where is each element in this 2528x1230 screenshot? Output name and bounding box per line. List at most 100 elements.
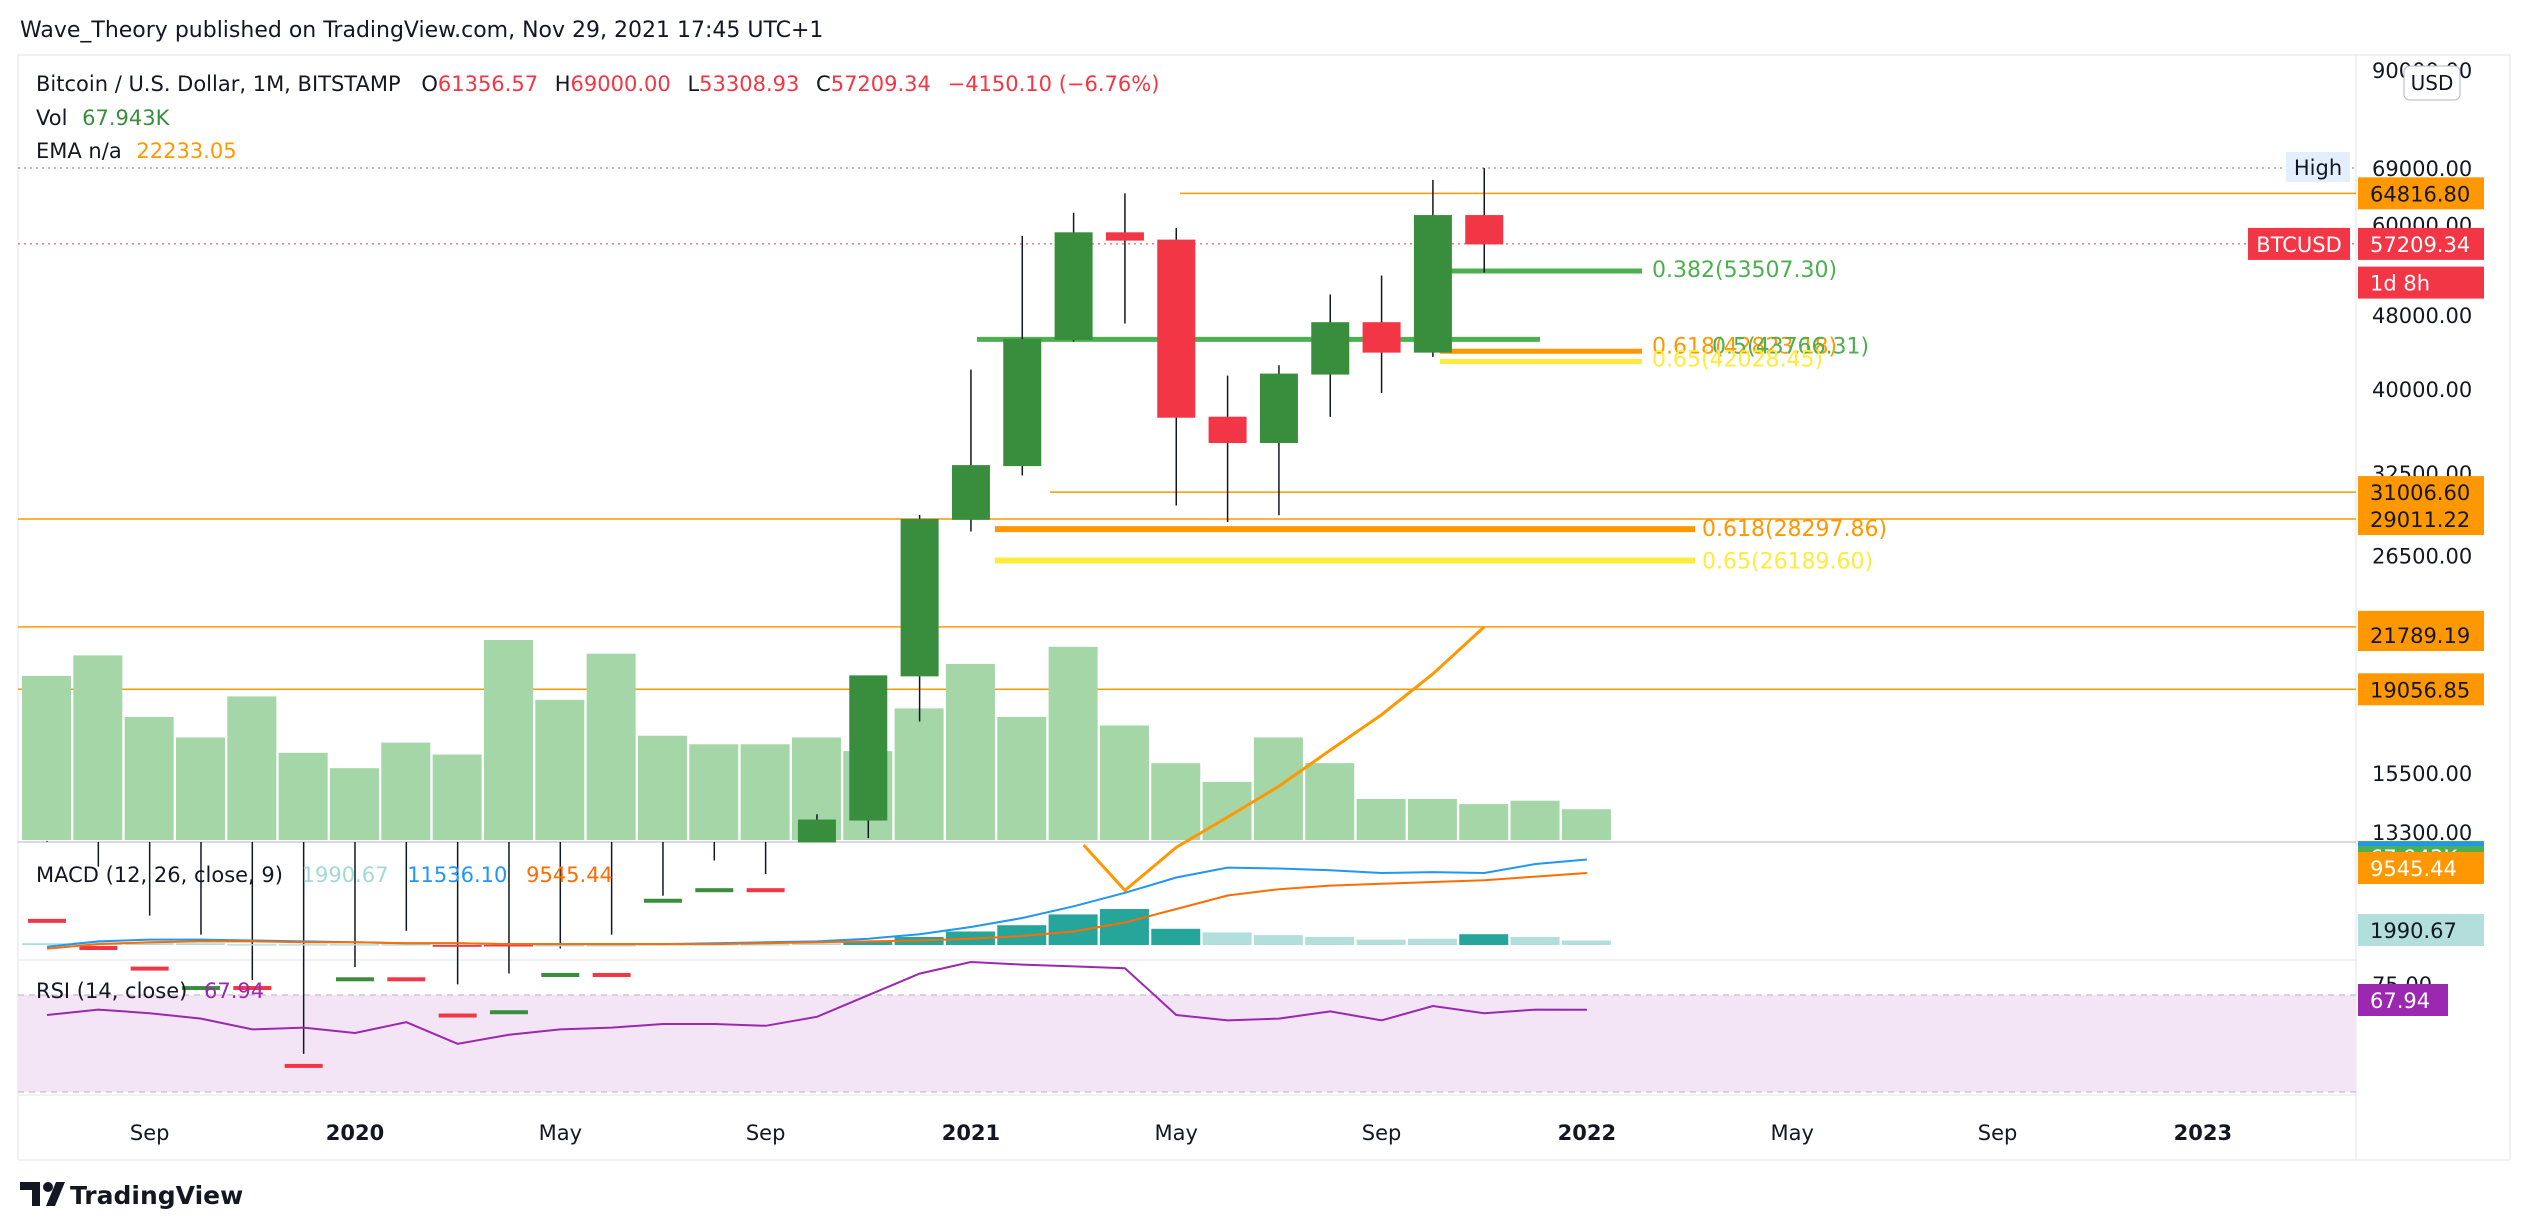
axis-label-4-bg	[2248, 227, 2350, 260]
candle-body	[695, 888, 734, 893]
time-tick-9: Sep	[1978, 1121, 2018, 1145]
axis-label-14-bg	[2358, 619, 2484, 652]
candle-body	[1465, 215, 1504, 245]
macd-hist-bar	[1048, 914, 1098, 945]
legend-c-value: 57209.34	[831, 72, 931, 96]
currency-button[interactable]	[2403, 65, 2461, 101]
axis-label-0: High	[2294, 156, 2342, 180]
candle-2020-03	[438, 842, 477, 1018]
legend-vol-label: Vol	[36, 106, 67, 130]
tradingview-logo[interactable]: TradingView	[20, 1181, 243, 1210]
candle-body	[1003, 338, 1042, 467]
fib-label-0: 0.382(53507.30)	[1652, 258, 1837, 283]
volume-bar	[997, 716, 1047, 840]
axis-label-15-bg	[2358, 673, 2484, 706]
rsi-legend-label: RSI (14, close)	[36, 979, 187, 1003]
candle-2021-09	[1362, 275, 1401, 393]
volume-bar	[124, 716, 174, 840]
macd-hist-bar	[791, 943, 841, 945]
fib-label-1: 0.618(42823.18)	[1652, 335, 1837, 360]
volume-bar	[1459, 804, 1509, 840]
axis-label-10: 31006.60	[2370, 481, 2470, 505]
macd-hist-bar	[329, 944, 379, 946]
axis-label-8: 40000.00	[2372, 378, 2472, 402]
axis-label-7: 48000.00	[2372, 304, 2472, 328]
legend-vol-value: 67.943K	[82, 106, 170, 130]
candle-2020-04	[489, 842, 528, 1015]
candle-body	[1105, 232, 1144, 241]
time-tick-2: May	[539, 1121, 582, 1145]
volume-bar	[1305, 763, 1355, 840]
fib-label-4: 0.618(28297.86)	[1702, 517, 1887, 542]
legend-ema-label: EMA n/a	[36, 139, 122, 163]
volume-bar	[1356, 798, 1406, 840]
time-tick-6: Sep	[1362, 1121, 1402, 1145]
candle-body	[1413, 215, 1452, 353]
candle-body	[1054, 232, 1093, 340]
candle-2019-12	[284, 842, 323, 1068]
volume-bar	[945, 663, 995, 840]
volume-bar	[894, 708, 944, 840]
macd-axis-label-1-bg	[2358, 914, 2484, 946]
legend-ohlc-row: Bitcoin / U.S. Dollar, 1M, BITSTAMP O613…	[36, 72, 1159, 96]
rsi-axis-label: 67.94	[2370, 989, 2430, 1013]
candle-body	[951, 465, 990, 520]
candle-body	[797, 819, 836, 843]
candle-2020-05	[541, 842, 580, 977]
volume-bar	[278, 752, 328, 840]
candle-2021-03	[1054, 212, 1093, 342]
candle-body	[849, 675, 888, 821]
candle-2021-10	[1413, 179, 1452, 357]
macd-hist-bar	[381, 944, 431, 946]
macd-axis-label-0: 9545.44	[2370, 857, 2457, 881]
candle-2020-12	[900, 515, 939, 722]
candle-2020-09	[746, 842, 785, 893]
time-tick-8: May	[1771, 1121, 1814, 1145]
fib-label-5: 0.65(26189.60)	[1702, 549, 1873, 574]
volume-bar	[73, 655, 123, 840]
candle-body	[1208, 416, 1247, 444]
legend-volume-row: Vol 67.943K	[36, 106, 171, 130]
candle-body	[1157, 239, 1196, 418]
macd-axis-marker	[2358, 842, 2484, 846]
legend-ema-row: EMA n/a 22233.05	[36, 139, 237, 163]
axis-tick-bottom: 13300.00	[2372, 821, 2472, 845]
volume-bar	[586, 653, 636, 840]
rsi-line	[46, 960, 1587, 1045]
macd-hist-bar	[124, 942, 174, 945]
macd-hist-bar	[1305, 936, 1355, 945]
macd-hist-bar	[740, 944, 790, 946]
volume-bar	[1510, 800, 1560, 840]
candle-body	[592, 972, 631, 977]
volume-bar	[1151, 763, 1201, 840]
candle-2019-11	[233, 842, 272, 991]
candle-2020-02	[387, 842, 426, 982]
candle-2020-11	[849, 675, 888, 839]
volume-bar	[740, 744, 790, 840]
axis-label-5-bg	[2358, 227, 2484, 260]
macd-legend-label: MACD (12, 26, close, 9)	[36, 863, 283, 887]
candle-2020-08	[695, 842, 734, 893]
legend-c-label: C	[816, 72, 831, 96]
candle-2020-01	[335, 842, 374, 982]
macd-signal-line	[46, 872, 1587, 950]
macd-legend-signal: 9545.44	[526, 863, 613, 887]
macd-legend: MACD (12, 26, close, 9) 1990.67 11536.10…	[36, 863, 613, 887]
axis-label-10-bg	[2358, 476, 2484, 509]
macd-legend-hist: 1990.67	[302, 863, 389, 887]
candle-body	[28, 918, 66, 923]
candle-body	[900, 518, 939, 677]
macd-hist-bar	[586, 945, 636, 947]
candle-2021-04	[1105, 193, 1144, 324]
rsi-axis-label-bg	[2358, 984, 2448, 1016]
axis-label-14: 21789.19	[2370, 624, 2470, 648]
candle-body	[438, 1013, 477, 1018]
volume-bar	[329, 768, 379, 840]
tradingview-logo-dot	[43, 1182, 53, 1192]
legend-change: −4150.10 (−6.76%)	[948, 72, 1160, 96]
legend-title: Bitcoin / U.S. Dollar, 1M, BITSTAMP	[36, 72, 401, 96]
volume-bar	[227, 696, 277, 840]
volume-bar	[637, 735, 687, 840]
axis-label-11: 29011.22	[2370, 508, 2470, 532]
macd-hist-bar	[1459, 934, 1509, 945]
